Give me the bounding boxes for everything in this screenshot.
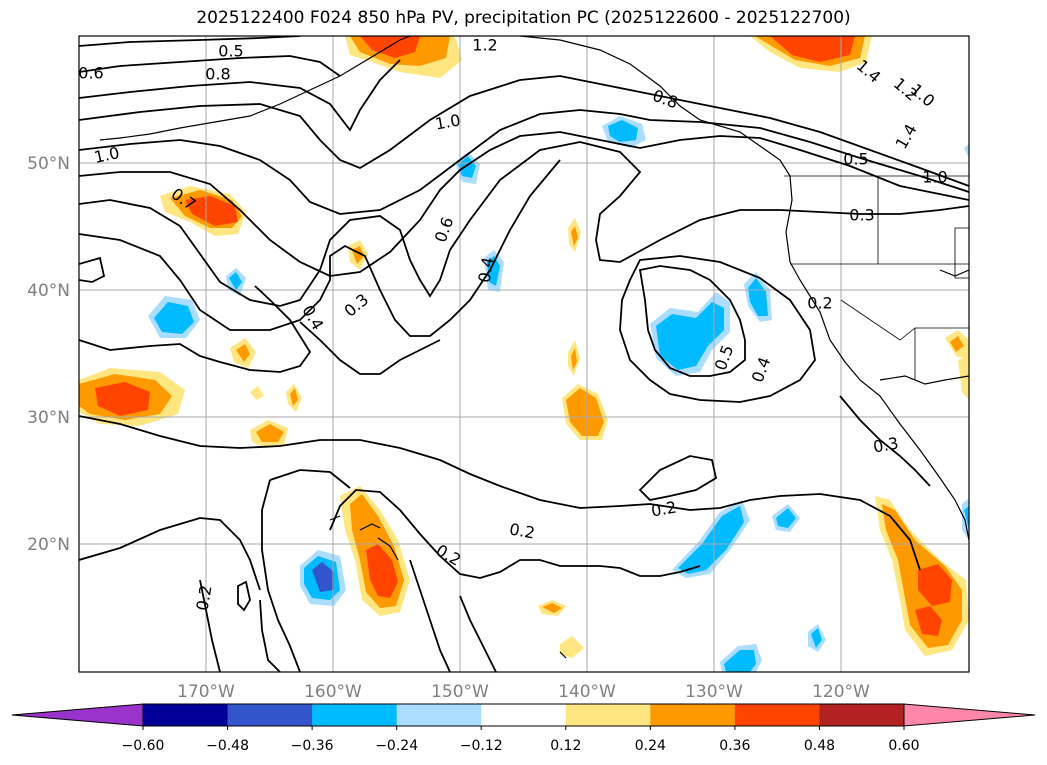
contour-label: 0.5 xyxy=(218,42,243,61)
colorbar-tick-label: 0.48 xyxy=(804,738,835,754)
plot-area xyxy=(79,36,969,672)
colorbar-extend-min xyxy=(11,703,144,727)
lon-label-130w: 130°W xyxy=(685,682,743,702)
map-title: 2025122400 F024 850 hPa PV, precipitatio… xyxy=(196,8,851,28)
pv-contours xyxy=(79,36,969,672)
colorbar-tick-label: 0.12 xyxy=(550,738,581,754)
colorbar-segment xyxy=(819,704,905,726)
lon-label-160w: 160°W xyxy=(304,682,362,702)
plot-frame xyxy=(78,35,970,673)
colorbar xyxy=(11,703,1036,727)
contour-label: 0.8 xyxy=(205,65,230,84)
colorbar-segment xyxy=(396,704,482,726)
contour-label: 0.3 xyxy=(872,433,900,456)
contour-label: 0.3 xyxy=(849,206,874,225)
lon-label-140w: 140°W xyxy=(558,682,616,702)
colorbar-tick-label: −0.12 xyxy=(460,738,503,754)
colorbar-segment xyxy=(734,704,820,726)
contour-label: 0.4 xyxy=(474,256,497,284)
contour-label: 1.0 xyxy=(434,110,462,133)
colorbar-segment xyxy=(481,704,567,726)
lat-label-20n: 20°N xyxy=(27,535,70,555)
colorbar-tick-label: −0.60 xyxy=(122,738,165,754)
colorbar-tick-labels: −0.60 −0.48 −0.36 −0.24 −0.12 0.12 0.24 0.36 0.4… xyxy=(122,726,920,754)
contour-label: 1.0 xyxy=(922,168,947,187)
contour-label: 1.2 xyxy=(472,36,497,55)
colorbar-tick-label: 0.60 xyxy=(888,738,919,754)
colorbar-tick-label: −0.36 xyxy=(291,738,334,754)
longitude-labels: 170°W 160°W 150°W 140°W 130°W 120°W xyxy=(177,682,870,702)
contour-label: 1.0 xyxy=(92,143,121,167)
colorbar-outline xyxy=(142,703,905,727)
lat-label-40n: 40°N xyxy=(27,281,70,301)
coastlines xyxy=(99,36,969,659)
contour-label: 0.2 xyxy=(650,497,678,520)
contour-label: 0.6 xyxy=(78,64,103,83)
latitude-labels: 50°N 40°N 30°N 20°N xyxy=(27,154,70,555)
colorbar-segment xyxy=(227,704,313,726)
lat-label-30n: 30°N xyxy=(27,408,70,428)
lon-label-170w: 170°W xyxy=(177,682,235,702)
contour-label: 0.2 xyxy=(508,519,536,542)
precip-negative-shading xyxy=(148,116,969,672)
lon-label-150w: 150°W xyxy=(431,682,489,702)
contour-label: 0.5 xyxy=(843,150,868,169)
colorbar-tick-label: −0.24 xyxy=(375,738,418,754)
contour-label: 0.2 xyxy=(192,584,215,612)
lat-label-50n: 50°N xyxy=(27,154,70,174)
contour-label: 0.2 xyxy=(807,294,832,313)
colorbar-tick-label: 0.36 xyxy=(719,738,750,754)
colorbar-tick-label: 0.24 xyxy=(635,738,666,754)
colorbar-segment xyxy=(650,704,736,726)
colorbar-segment xyxy=(312,704,398,726)
colorbar-segment xyxy=(565,704,651,726)
colorbar-extend-max xyxy=(903,703,1036,727)
colorbar-tick-label: −0.48 xyxy=(206,738,249,754)
lon-label-120w: 120°W xyxy=(812,682,870,702)
colorbar-segment xyxy=(143,704,229,726)
